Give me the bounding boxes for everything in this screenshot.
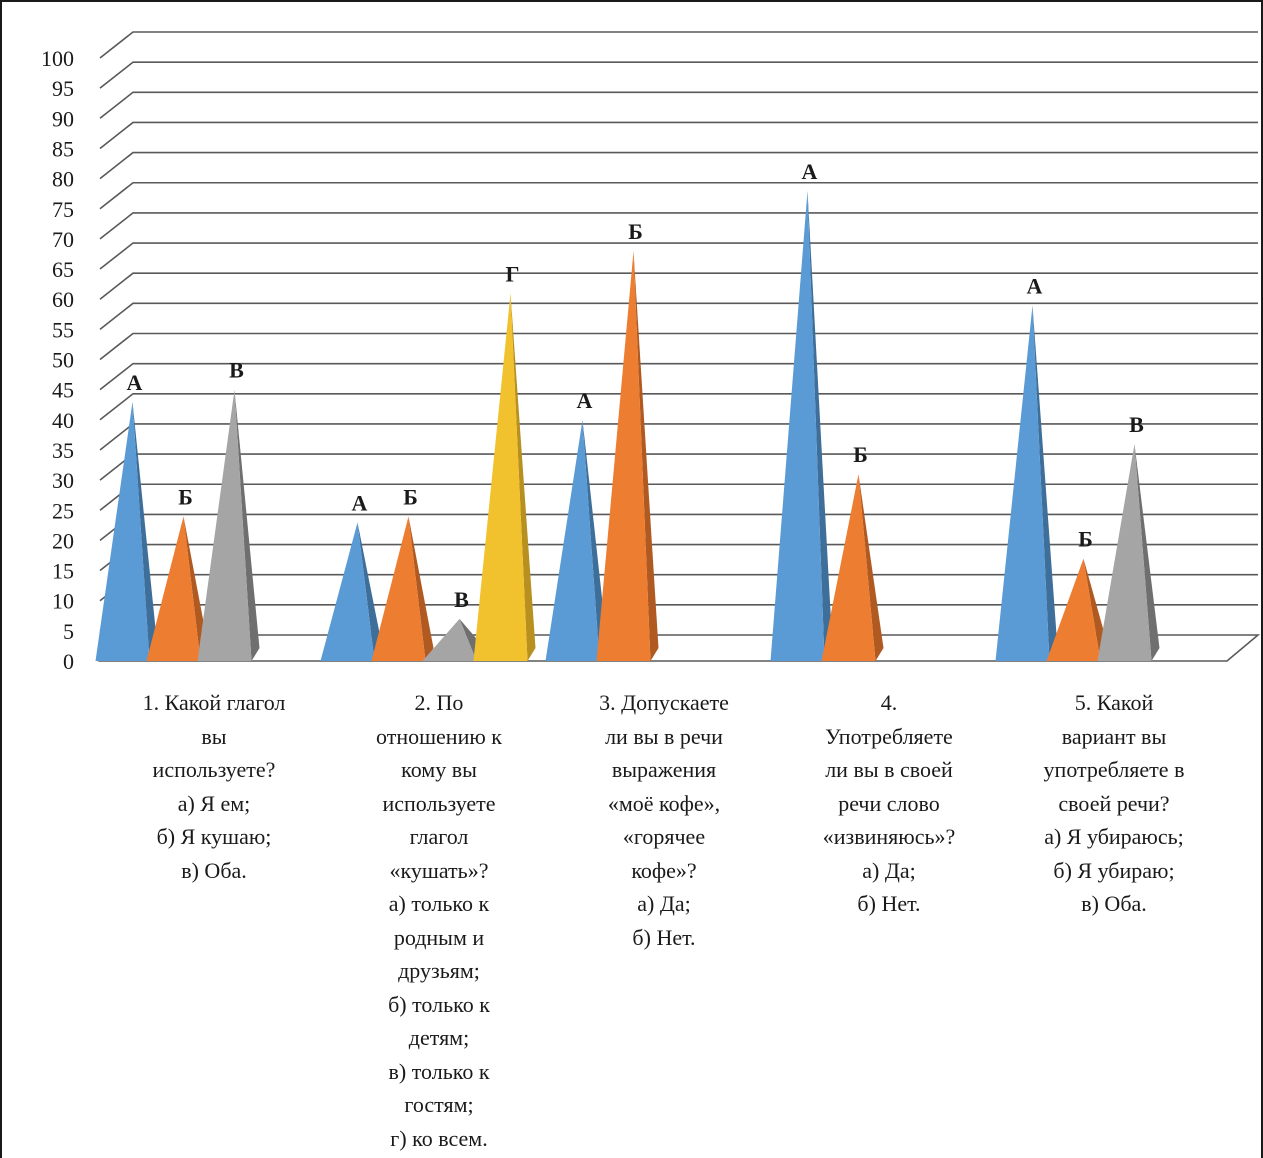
pyramid-side-face (807, 190, 833, 661)
y-tick-label: 70 (52, 227, 74, 252)
category-label-2: 2. По отношению к кому вы используете гл… (376, 690, 502, 1151)
gridline (99, 483, 1258, 511)
pyramid-bar (422, 618, 477, 661)
gridline (99, 423, 1258, 451)
y-tick-label: 100 (41, 46, 74, 71)
gridline (99, 151, 1258, 180)
pyramid-side-face (1032, 305, 1058, 661)
y-tick-label: 30 (52, 468, 74, 493)
y-tick-label: 95 (52, 76, 74, 101)
gridline (99, 91, 1258, 119)
bar-data-label: В (454, 587, 469, 612)
bar-data-label: Б (403, 484, 418, 509)
bar-data-label: Б (1078, 527, 1093, 552)
bar-data-label: Г (506, 261, 520, 286)
category-label-3: 3. Допускаете ли вы в речи выражения «мо… (599, 690, 729, 950)
pyramid-bar (596, 251, 651, 662)
y-tick-label: 25 (52, 498, 74, 523)
y-tick-label: 20 (52, 528, 74, 553)
bar-data-label: Б (178, 484, 193, 509)
y-tick-label: 65 (52, 257, 74, 282)
pyramid-bar (95, 401, 150, 661)
bar-data-label: А (352, 490, 368, 515)
bar-data-label: А (802, 159, 818, 184)
y-tick-label: 80 (52, 167, 74, 192)
pyramid-side-face (357, 522, 383, 661)
bar-data-label: А (577, 388, 593, 413)
pyramid-bar (821, 474, 876, 661)
y-tick-label: 75 (52, 197, 74, 222)
y-tick-label: 15 (52, 559, 74, 584)
pyramid-side-face (132, 401, 158, 661)
pyramid-bar (371, 516, 426, 661)
pyramid-bar (545, 419, 600, 661)
y-tick-label: 45 (52, 378, 74, 403)
pyramid-bar (1097, 444, 1152, 661)
gridline (99, 453, 1258, 481)
pyramid-bar (146, 516, 201, 661)
gridline (99, 362, 1258, 391)
y-tick-label: 90 (52, 106, 74, 131)
pyramid-side-face (510, 293, 536, 661)
pyramid-side-face (183, 516, 209, 661)
y-tick-label: 60 (52, 287, 74, 312)
y-tick-label: 35 (52, 438, 74, 463)
bar-data-label: А (1027, 273, 1043, 298)
pyramid-bar (1046, 558, 1101, 661)
y-tick-label: 0 (63, 649, 74, 674)
gridline (99, 392, 1258, 421)
bar-data-label: А (127, 370, 143, 395)
pyramid-side-face (633, 251, 659, 662)
pyramid-side-face (408, 516, 434, 661)
pyramid-bar (320, 522, 375, 661)
gridline (99, 31, 1258, 59)
gridline (99, 302, 1258, 330)
pyramid-side-face (1134, 444, 1160, 661)
gridline (99, 332, 1258, 361)
pyramid-side-face (234, 389, 260, 661)
gridline (99, 181, 1258, 210)
gridline (99, 272, 1258, 300)
category-label-1: 1. Какой глагол вы используете? а) Я ем;… (142, 690, 286, 883)
bar-data-label: Б (853, 442, 868, 467)
pyramid-bar (995, 305, 1050, 661)
category-label-4: 4. Употребляете ли вы в своей речи слово… (822, 690, 956, 916)
y-tick-label: 50 (52, 348, 74, 373)
pyramid-bar (197, 389, 252, 661)
category-label-5: 5. Какой вариант вы употребляете в своей… (1043, 690, 1185, 916)
y-tick-label: 10 (52, 589, 74, 614)
bar-data-label: В (229, 358, 244, 383)
bar-data-label: В (1129, 412, 1144, 437)
y-tick-label: 5 (63, 619, 74, 644)
y-tick-label: 85 (52, 136, 74, 161)
pyramid-side-face (582, 419, 608, 661)
pyramid-bar (473, 293, 528, 661)
y-tick-label: 55 (52, 317, 74, 342)
gridline (99, 242, 1258, 270)
pyramid-bar (770, 190, 825, 661)
gridline (99, 212, 1258, 240)
pyramid-side-face (858, 474, 884, 661)
y-tick-label: 40 (52, 408, 74, 433)
gridline (99, 61, 1258, 89)
bar-data-label: Б (628, 219, 643, 244)
gridline (99, 121, 1258, 150)
